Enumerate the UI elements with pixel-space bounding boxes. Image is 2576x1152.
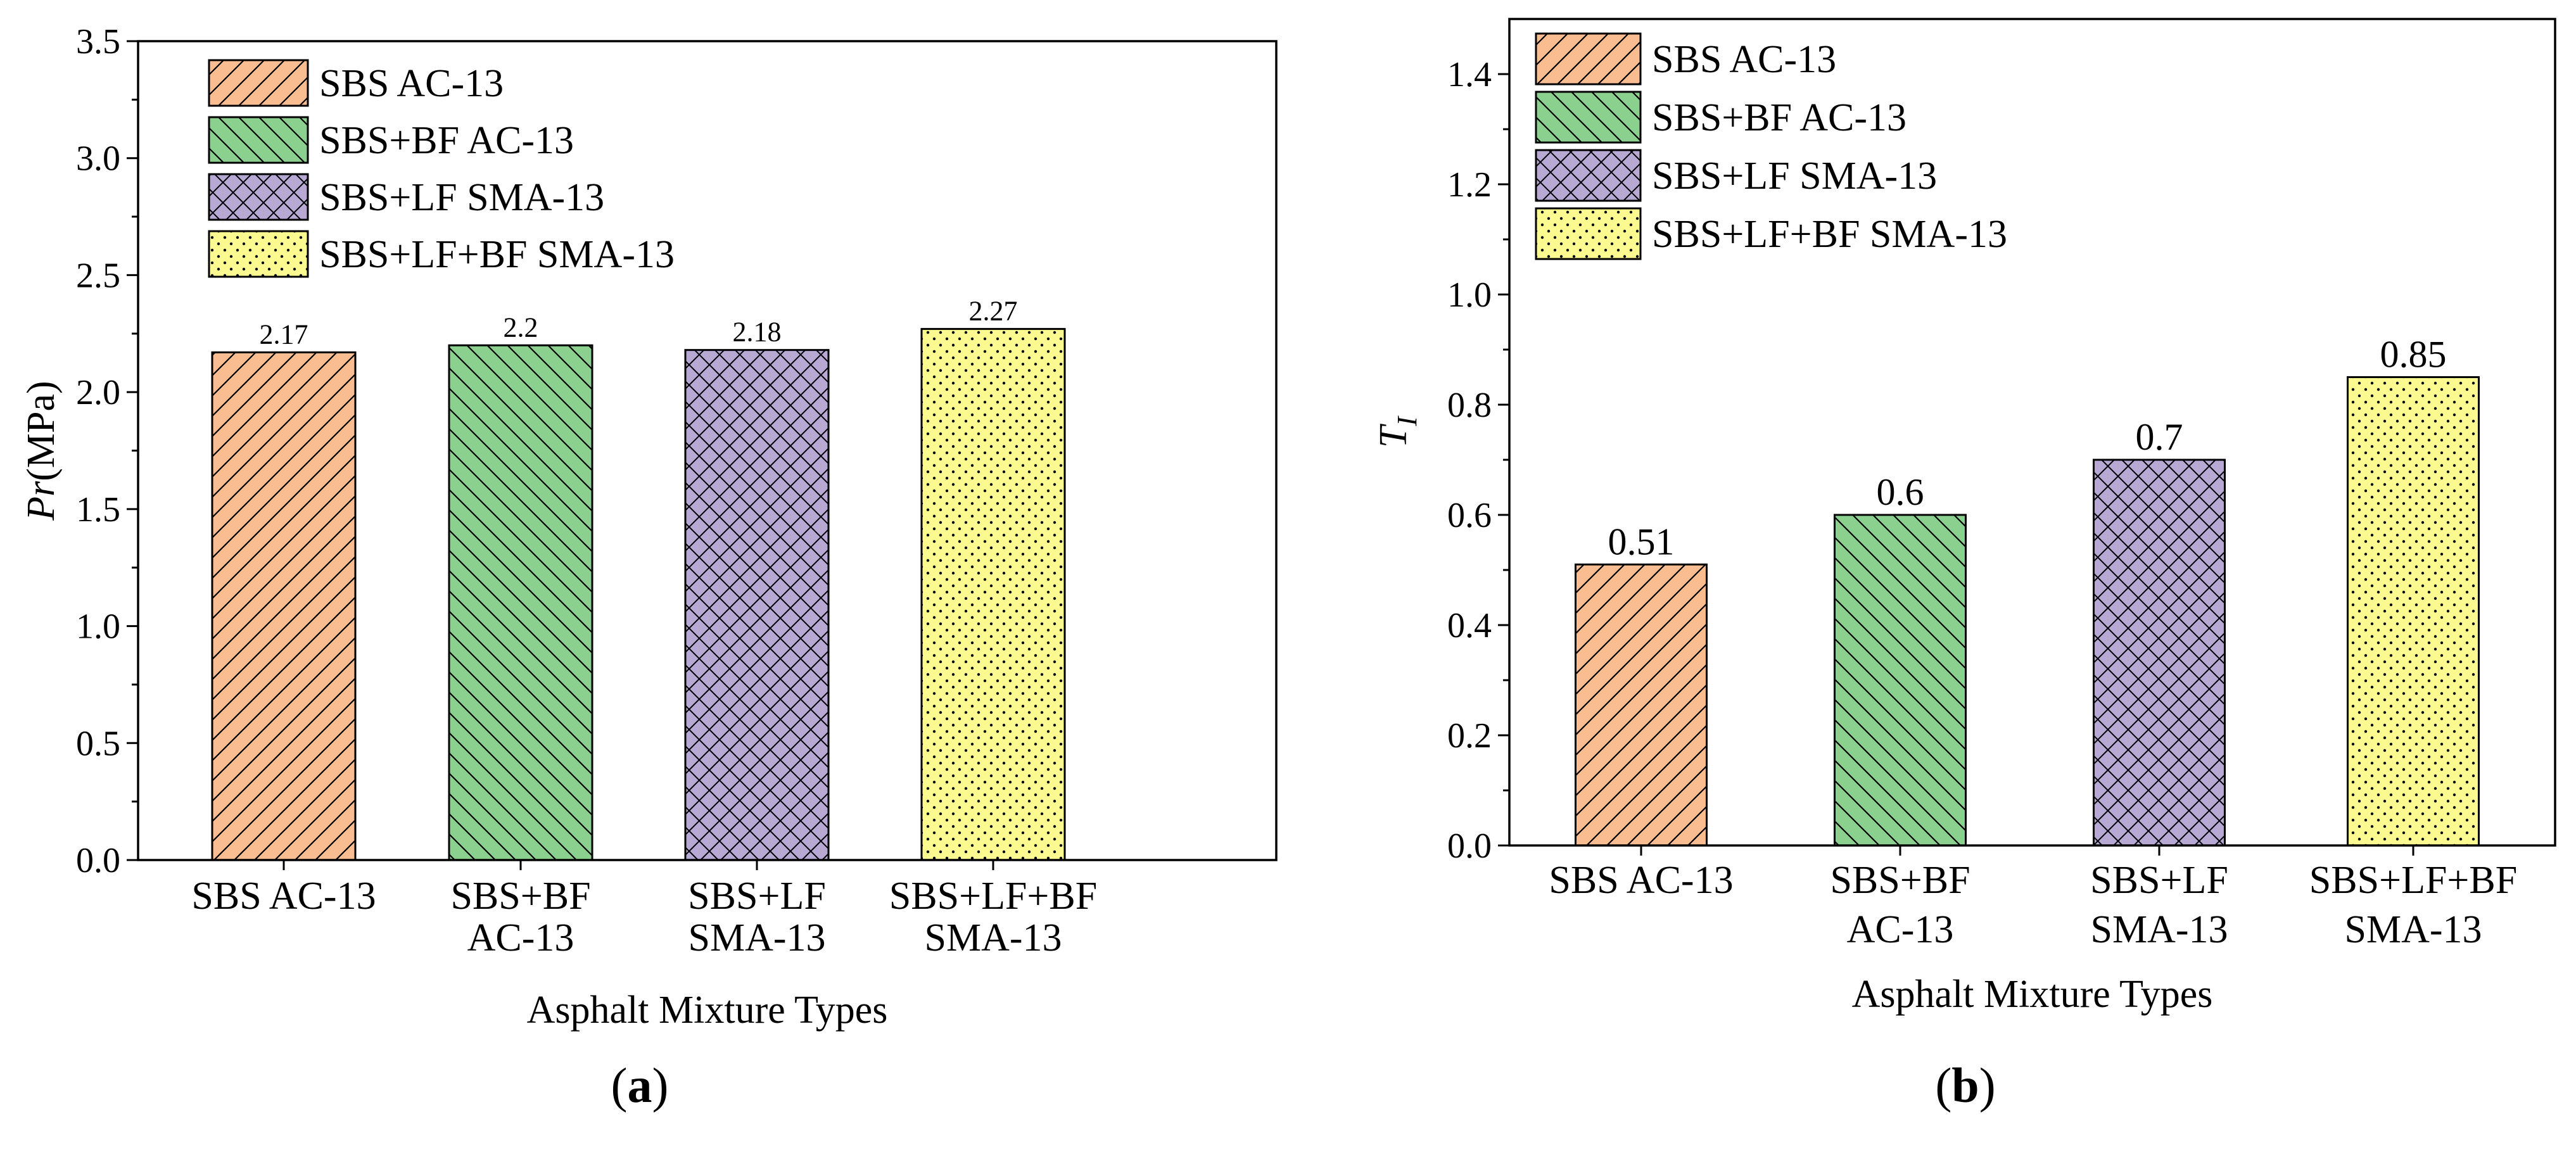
y-axis-title-b: TI <box>1372 415 1423 448</box>
bar-a-1 <box>448 344 593 861</box>
x-tick-label-a-1: SBS+BF AC-13 <box>450 875 590 959</box>
legend-label-a-1: SBS+BF AC-13 <box>319 119 574 162</box>
bar-b-1 <box>1834 514 1967 847</box>
data-label-b-1: 0.6 <box>1877 471 1924 513</box>
bar-b-0 <box>1575 563 1708 847</box>
x-tick-label-b-2: SBS+LF SMA-13 <box>2090 859 2228 951</box>
x-tick-label-b-1: SBS+BF AC-13 <box>1830 859 1970 951</box>
y-tick-label-b-5: 1.0 <box>1447 275 1492 315</box>
y-tick-label-a-2: 1.0 <box>76 607 120 647</box>
y-tick-label-a-6: 3.0 <box>76 139 120 179</box>
y-tick-label-a-3: 1.5 <box>76 490 120 529</box>
x-tick-label-b-0: SBS AC-13 <box>1549 859 1733 902</box>
x-axis-title-b: Asphalt Mixture Types <box>1852 973 2213 1016</box>
legend-label-a-3: SBS+LF+BF SMA-13 <box>319 233 675 276</box>
y-tick-label-a-5: 2.5 <box>76 256 120 295</box>
legend-label-b-2: SBS+LF SMA-13 <box>1652 155 1937 198</box>
y-tick-label-b-6: 1.2 <box>1447 165 1492 205</box>
y-tick-label-b-3: 0.6 <box>1447 496 1492 535</box>
data-label-a-3: 2.27 <box>969 295 1018 326</box>
y-tick-label-a-1: 0.5 <box>76 724 120 763</box>
plot-frame-b <box>1508 18 2556 847</box>
y-tick-label-b-7: 1.4 <box>1447 55 1492 94</box>
bar-a-3 <box>920 327 1066 861</box>
data-label-a-2: 2.18 <box>733 317 782 348</box>
legend-label-a-0: SBS AC-13 <box>319 62 504 105</box>
y-tick-label-b-4: 0.8 <box>1447 386 1492 425</box>
legend-label-a-2: SBS+LF SMA-13 <box>319 176 604 219</box>
y-tick-label-a-7: 3.5 <box>76 22 120 61</box>
y-axis-title-a: Pr(MPa) <box>20 381 63 521</box>
legend-swatch-b-0 <box>1535 32 1642 85</box>
data-label-a-0: 2.17 <box>260 319 308 350</box>
y-tick-label-b-1: 0.2 <box>1447 716 1492 756</box>
legend-label-b-3: SBS+LF+BF SMA-13 <box>1652 213 2007 256</box>
legend-swatch-a-1 <box>208 116 309 164</box>
x-axis-title-a: Asphalt Mixture Types <box>527 989 888 1032</box>
chart-panel-b: 0.0 0.2 0.4 0.6 0.8 1.0 1.2 1.4 0.51 SBS AC-13 0.6… <box>1372 18 2556 1016</box>
panel-label-b: (b) <box>1935 1058 1995 1113</box>
y-tick-label-b-2: 0.4 <box>1447 606 1492 645</box>
x-tick-label-b-3: SBS+LF+BF SMA-13 <box>2309 859 2517 951</box>
y-tick-label-a-0: 0.0 <box>76 841 120 880</box>
x-tick-label-a-3: SBS+LF+BF SMA-13 <box>889 875 1097 959</box>
panel-label-a: (a) <box>611 1058 669 1113</box>
legend-swatch-b-3 <box>1535 207 1642 260</box>
data-label-b-2: 0.7 <box>2136 416 2183 458</box>
legend-label-b-0: SBS AC-13 <box>1652 38 1836 81</box>
y-tick-label-b-0: 0.0 <box>1447 826 1492 866</box>
legend-swatch-b-1 <box>1535 91 1642 144</box>
x-tick-label-a-2: SBS+LF SMA-13 <box>688 875 826 959</box>
data-label-b-0: 0.51 <box>1608 521 1675 562</box>
bar-a-0 <box>211 351 357 861</box>
bar-b-2 <box>2093 459 2226 847</box>
bar-b-3 <box>2347 376 2480 847</box>
legend-swatch-a-3 <box>208 230 309 278</box>
chart-panel-a: 0.0 0.5 1.0 1.5 2.0 2.5 3.0 3.5 2.17 SBS AC-13 2.2… <box>20 22 1278 1032</box>
legend-label-b-1: SBS+BF AC-13 <box>1652 96 1907 139</box>
y-tick-label-a-4: 2.0 <box>76 373 120 412</box>
data-label-a-1: 2.2 <box>504 312 538 343</box>
legend-swatch-b-2 <box>1535 149 1642 202</box>
bar-a-2 <box>684 349 830 861</box>
legend-swatch-a-0 <box>208 59 309 107</box>
plot-frame-a <box>137 40 1278 861</box>
data-label-b-3: 0.85 <box>2380 334 2447 376</box>
legend-swatch-a-2 <box>208 173 309 221</box>
x-tick-label-a-0: SBS AC-13 <box>191 875 376 918</box>
